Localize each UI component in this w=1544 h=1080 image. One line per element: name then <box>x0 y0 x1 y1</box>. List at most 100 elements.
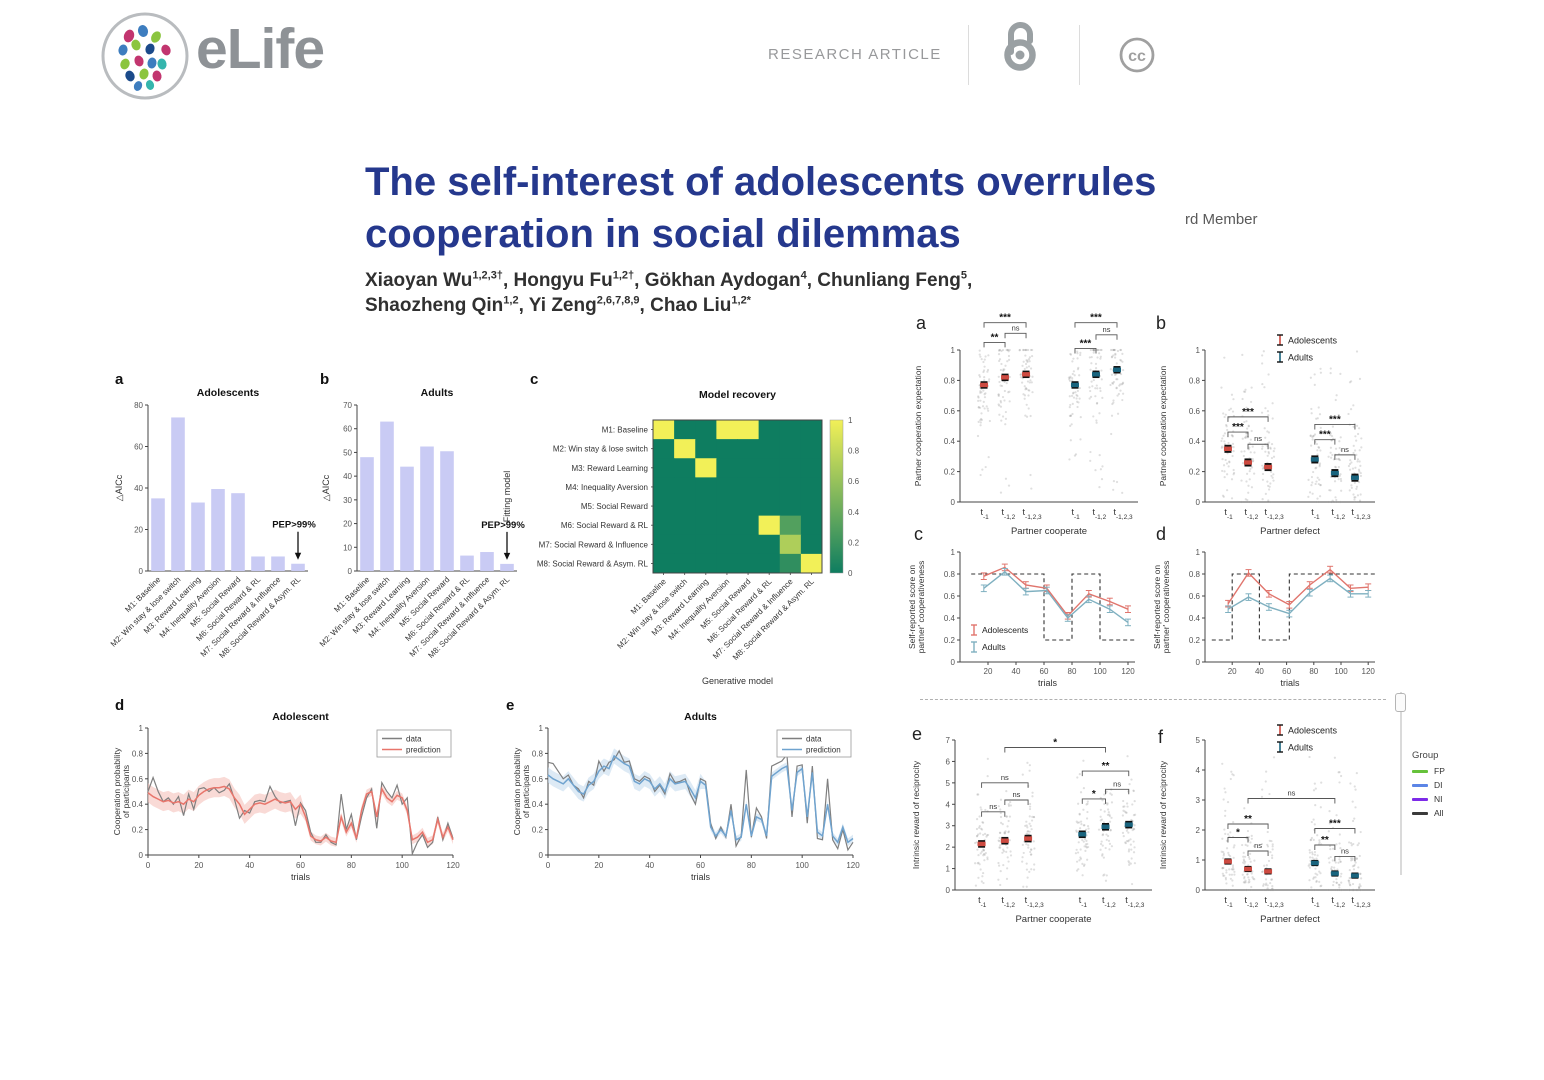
header-divider <box>1079 25 1080 85</box>
svg-text:0.4: 0.4 <box>944 437 956 446</box>
svg-text:0.8: 0.8 <box>848 447 860 456</box>
svg-text:t: t <box>1079 895 1082 905</box>
svg-text:-1,2: -1,2 <box>1247 514 1259 521</box>
svg-text:Self-reported score on: Self-reported score on <box>1152 565 1162 649</box>
svg-text:0: 0 <box>848 569 853 578</box>
svg-text:t: t <box>1331 507 1334 517</box>
svg-text:0.4: 0.4 <box>848 508 860 517</box>
svg-text:*: * <box>1053 738 1057 749</box>
svg-text:ns: ns <box>1287 789 1295 798</box>
group-legend: Group FP DI NI All <box>1412 750 1532 822</box>
svg-text:100: 100 <box>1334 667 1348 676</box>
svg-text:0.4: 0.4 <box>1189 437 1201 446</box>
svg-text:60: 60 <box>696 861 705 870</box>
cc-license-icon[interactable]: cc <box>1118 36 1158 81</box>
svg-text:0.4: 0.4 <box>1189 614 1201 623</box>
author-name: Gökhan Aydogan <box>644 270 801 291</box>
svg-text:0.2: 0.2 <box>532 826 544 835</box>
svg-text:0.6: 0.6 <box>848 477 860 486</box>
svg-text:0.8: 0.8 <box>944 570 956 579</box>
svg-text:0.2: 0.2 <box>944 468 956 477</box>
svg-text:M7: Social Reward & Influence: M7: Social Reward & Influence <box>539 540 649 549</box>
svg-text:0: 0 <box>146 861 151 870</box>
svg-text:3: 3 <box>1196 796 1201 805</box>
author-name: Chunliang Feng <box>817 270 961 291</box>
svg-text:5: 5 <box>1196 736 1201 745</box>
svg-text:50: 50 <box>343 448 352 457</box>
svg-text:1: 1 <box>951 548 956 557</box>
svg-text:t: t <box>1125 895 1128 905</box>
svg-text:40: 40 <box>343 472 352 481</box>
svg-text:0: 0 <box>951 498 956 507</box>
svg-text:Adults: Adults <box>1288 353 1314 363</box>
panel-label-e-left: e <box>506 697 515 714</box>
group-legend-label: FP <box>1434 766 1445 776</box>
svg-text:Generative model: Generative model <box>702 676 773 686</box>
chart-cooperation-probability-adults: 0 0.2 0.4 0.6 0.8 1 0 20 40 60 80 100 120 trials Coope… <box>503 695 875 882</box>
svg-text:***: *** <box>1242 407 1254 418</box>
svg-text:120: 120 <box>1121 667 1135 676</box>
panel-label-e-right: e <box>912 724 923 744</box>
svg-text:1: 1 <box>139 724 144 733</box>
elife-logo[interactable] <box>96 10 406 106</box>
svg-text:0: 0 <box>546 861 551 870</box>
svg-text:t: t <box>1244 507 1247 517</box>
svg-text:M3: Reward Learning: M3: Reward Learning <box>572 464 648 473</box>
svg-text:Adolescent: Adolescent <box>272 711 329 723</box>
panel-label-d-right: d <box>1156 524 1167 544</box>
svg-text:-1,2,3: -1,2,3 <box>1354 902 1371 909</box>
svg-text:Adolescents: Adolescents <box>1288 336 1338 346</box>
panel-label-a-right: a <box>916 313 927 333</box>
svg-text:0: 0 <box>139 567 144 576</box>
svg-text:Fitting model: Fitting model <box>502 471 512 523</box>
svg-text:30: 30 <box>343 496 352 505</box>
svg-text:40: 40 <box>1012 667 1021 676</box>
svg-text:t: t <box>1071 507 1074 517</box>
author-name: Yi Zeng <box>528 295 597 317</box>
svg-text:t: t <box>1224 507 1227 517</box>
svg-text:Adults: Adults <box>982 642 1006 652</box>
scrollbar-track[interactable] <box>1400 692 1402 875</box>
svg-text:prediction: prediction <box>806 746 841 755</box>
chart-model-recovery: Model recovery M1: Baseline M2: Win stay &… <box>490 368 860 700</box>
scrollbar-thumb[interactable] <box>1395 693 1406 712</box>
svg-text:t: t <box>1102 895 1105 905</box>
svg-text:100: 100 <box>795 861 809 870</box>
svg-text:0: 0 <box>539 851 544 860</box>
svg-text:1: 1 <box>1196 548 1201 557</box>
svg-text:60: 60 <box>343 425 352 434</box>
title-line-1: The self-interest of adolescents overrul… <box>365 160 1157 204</box>
chart-reciprocity-partner-cooperate: 0 1 2 3 4 5 6 7 Intrinsic reward of reciprocity n… <box>903 713 1157 940</box>
open-access-icon[interactable] <box>998 18 1044 79</box>
svg-text:M2: Win stay & lose switch: M2: Win stay & lose switch <box>553 445 648 454</box>
group-legend-items: FP DI NI All <box>1412 766 1532 818</box>
author-name: Xiaoyan Wu <box>365 270 473 291</box>
svg-text:partner' cooperativeness: partner' cooperativeness <box>916 561 926 654</box>
svg-text:Cooperation probability: Cooperation probability <box>512 747 522 835</box>
svg-text:0.4: 0.4 <box>944 614 956 623</box>
figure-section-divider <box>920 699 1386 700</box>
svg-text:10: 10 <box>343 543 352 552</box>
svg-text:120: 120 <box>846 861 860 870</box>
svg-text:7: 7 <box>946 736 951 745</box>
svg-text:***: *** <box>999 313 1011 324</box>
svg-text:cc: cc <box>1128 48 1146 65</box>
svg-text:0.8: 0.8 <box>132 749 144 758</box>
svg-text:0.2: 0.2 <box>944 636 956 645</box>
svg-text:-1,2,3: -1,2,3 <box>1354 514 1371 521</box>
svg-text:0: 0 <box>139 851 144 860</box>
svg-text:***: *** <box>1232 422 1244 433</box>
svg-text:0.8: 0.8 <box>1189 376 1201 385</box>
author-list: Xiaoyan Wu1,2,3†, Hongyu Fu1,2†, Gökhan … <box>365 269 973 317</box>
svg-text:of participants: of participants <box>521 765 531 818</box>
svg-text:Intrinsic reward of reciprocit: Intrinsic reward of reciprocity <box>1158 760 1168 869</box>
svg-text:ns: ns <box>989 802 997 811</box>
svg-text:-1,2,3: -1,2,3 <box>1116 514 1133 521</box>
svg-text:1: 1 <box>1196 346 1201 355</box>
svg-text:60: 60 <box>296 861 305 870</box>
svg-text:40: 40 <box>245 861 254 870</box>
svg-text:40: 40 <box>1255 667 1264 676</box>
svg-text:trials: trials <box>291 872 311 882</box>
svg-text:M5: Social Reward: M5: Social Reward <box>581 502 648 511</box>
